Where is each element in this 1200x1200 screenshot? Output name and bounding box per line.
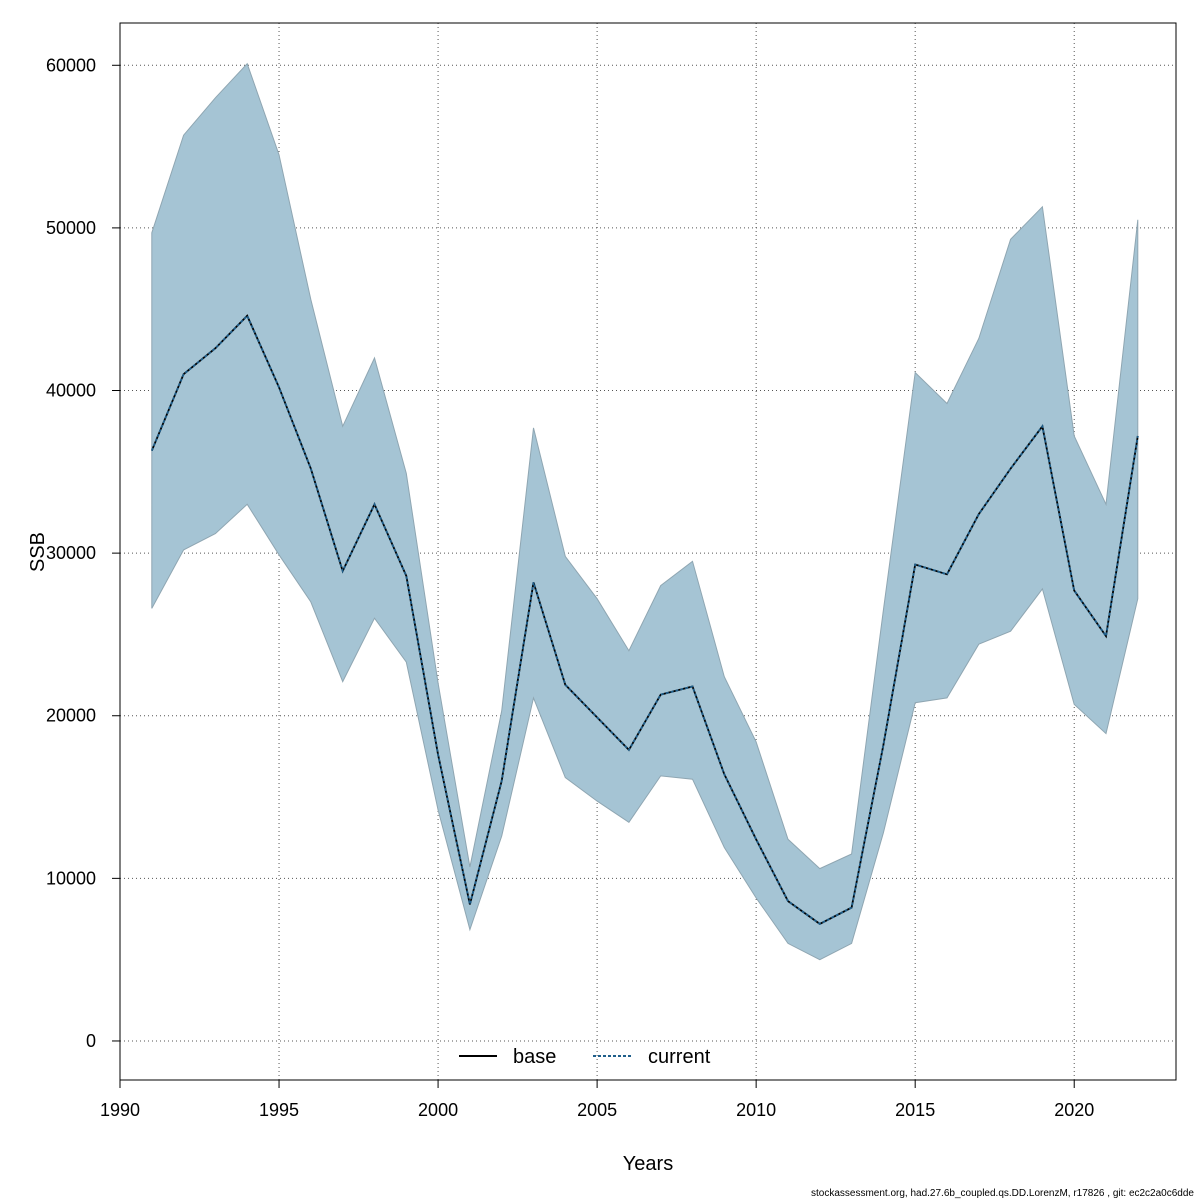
y-tick-label-10000: 10000 (46, 868, 96, 888)
x-tick-label-2000: 2000 (418, 1100, 458, 1120)
x-tick-label-2010: 2010 (736, 1100, 776, 1120)
legend-label-current: current (648, 1046, 711, 1068)
y-tick-label-40000: 40000 (46, 381, 96, 401)
x-axis-title: Years (623, 1153, 673, 1175)
x-tick-label-1990: 1990 (100, 1100, 140, 1120)
confidence-band-layer (151, 62, 1139, 961)
y-tick-label-0: 0 (86, 1031, 96, 1051)
series-line-current (150, 314, 1139, 925)
x-tick-label-2005: 2005 (577, 1100, 617, 1120)
legend: base current (459, 1046, 711, 1068)
series-lines-layer (150, 314, 1139, 925)
x-tick-label-1995: 1995 (259, 1100, 299, 1120)
y-tick-label-60000: 60000 (46, 55, 96, 75)
x-axis: 1990 1995 2000 2005 2010 2015 2020 (100, 1079, 1094, 1120)
x-tick-label-2020: 2020 (1054, 1100, 1094, 1120)
y-axis-title: SSB (27, 532, 49, 572)
legend-label-base: base (513, 1046, 556, 1068)
y-tick-label-30000: 30000 (46, 543, 96, 563)
y-tick-label-50000: 50000 (46, 218, 96, 238)
confidence-band (151, 62, 1139, 961)
x-tick-label-2015: 2015 (895, 1100, 935, 1120)
y-axis: 0 10000 20000 30000 40000 50000 60000 (46, 55, 121, 1051)
footer-note: stockassessment.org, had.27.6b_coupled.q… (811, 1188, 1194, 1199)
y-tick-label-20000: 20000 (46, 706, 96, 726)
